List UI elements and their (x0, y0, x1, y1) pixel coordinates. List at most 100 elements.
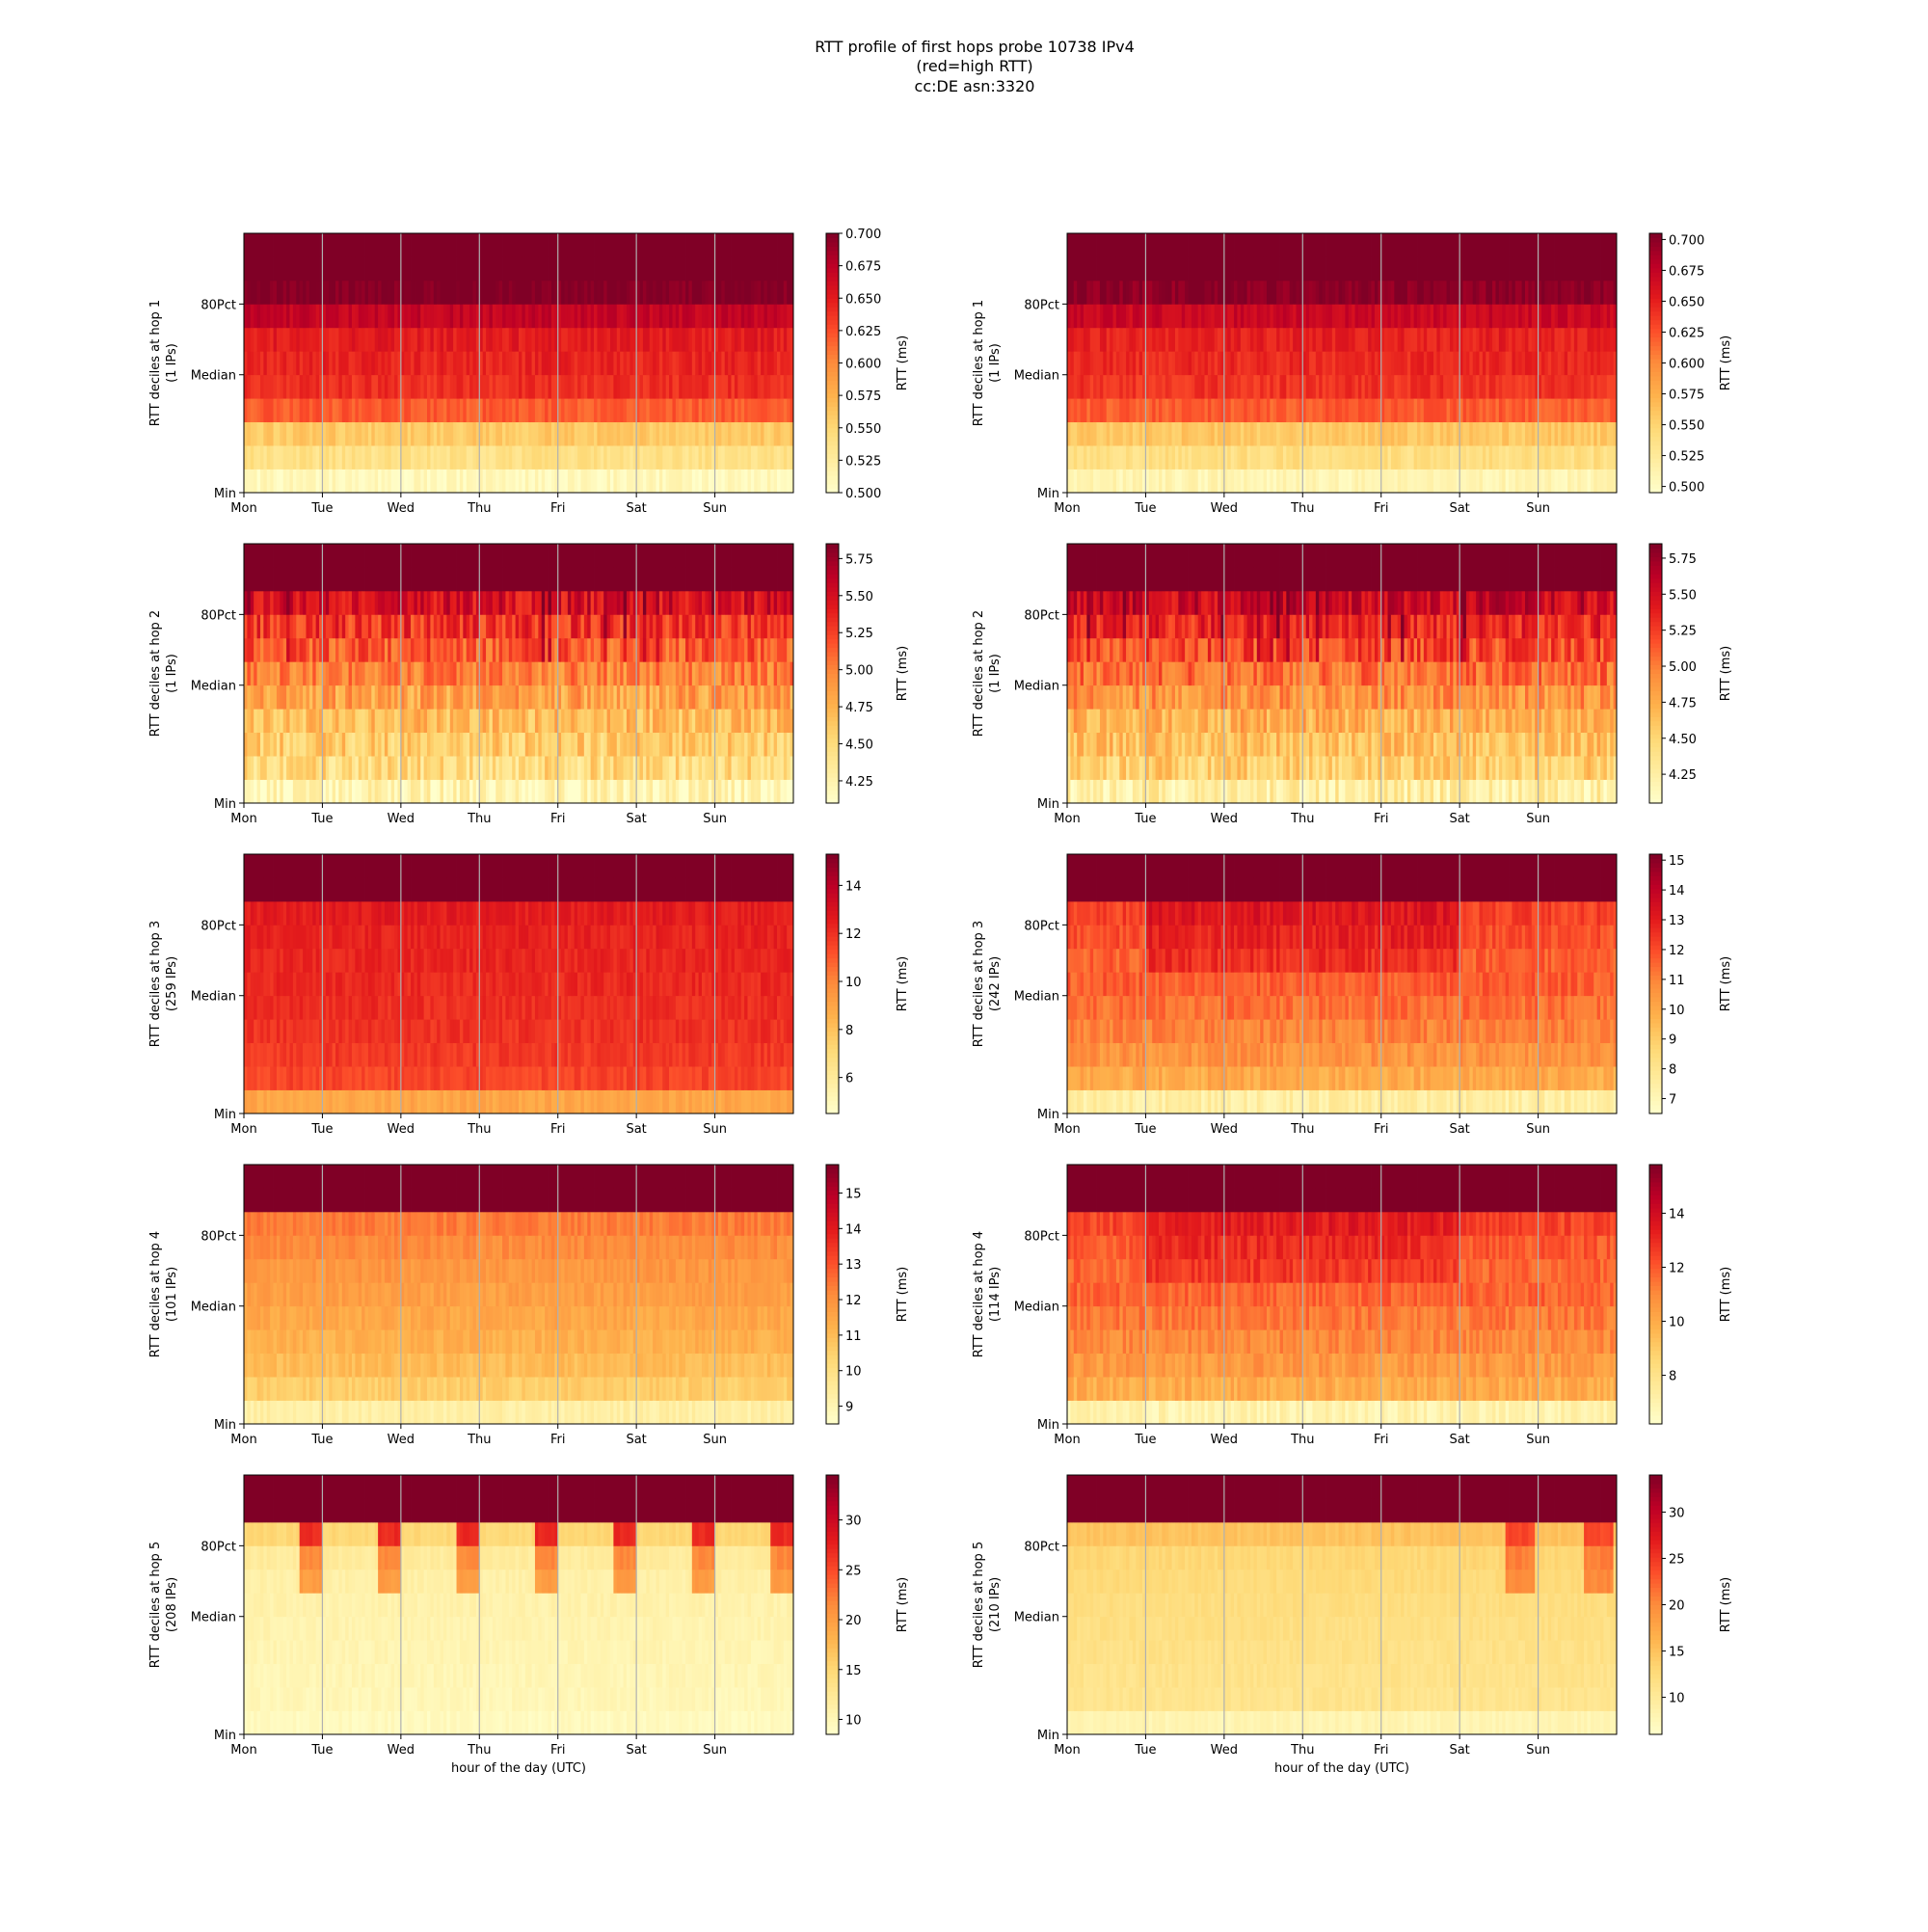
heatmap-cell (309, 709, 313, 733)
heatmap-cell (424, 544, 428, 568)
heatmap-cell (385, 445, 388, 470)
heatmap-cell (375, 661, 379, 685)
heatmap-cell (1133, 281, 1137, 305)
heatmap-cell (244, 304, 248, 328)
heatmap-cell (1447, 233, 1451, 257)
colorbar-segment (826, 298, 839, 303)
heatmap-cell (640, 351, 644, 375)
heatmap-cell (770, 256, 774, 281)
heatmap-cell (1480, 281, 1484, 305)
heatmap-cell (417, 422, 421, 446)
heatmap-cell (1172, 445, 1176, 470)
heatmap-cell (417, 304, 421, 328)
heatmap-cell (388, 544, 391, 568)
heatmap-cell (274, 544, 278, 568)
heatmap-cell (610, 351, 614, 375)
heatmap-cell (430, 733, 434, 757)
heatmap-cell (1090, 445, 1094, 470)
heatmap-cell (1342, 328, 1346, 352)
heatmap-cell (1515, 256, 1519, 281)
heatmap-cell (509, 780, 513, 804)
heatmap-cell (300, 661, 304, 685)
heatmap-cell (1352, 398, 1355, 422)
heatmap-cell (1424, 375, 1428, 399)
heatmap-cell (263, 661, 267, 685)
heatmap-cell (375, 709, 379, 733)
heatmap-cell (424, 638, 428, 662)
heatmap-cell (728, 328, 732, 352)
heatmap-cell (1264, 470, 1268, 494)
heatmap-cell (761, 256, 764, 281)
heatmap-cell (1355, 328, 1359, 352)
heatmap-cell (1561, 398, 1565, 422)
heatmap-cell (551, 281, 555, 305)
heatmap-cell (338, 544, 342, 568)
heatmap-cell (1541, 422, 1545, 446)
heatmap-cell (352, 756, 356, 780)
heatmap-cell (1433, 470, 1437, 494)
heatmap-cell (1264, 398, 1268, 422)
heatmap-cell (290, 685, 294, 710)
colorbar-tick-label: 0.575 (845, 389, 881, 404)
heatmap-cell (312, 328, 316, 352)
heatmap-cell (1384, 398, 1388, 422)
heatmap-cell (1420, 445, 1424, 470)
heatmap-cell (1067, 445, 1071, 470)
heatmap-cell (489, 544, 493, 568)
heatmap-cell (1587, 256, 1591, 281)
heatmap-cell (551, 756, 555, 780)
heatmap-cell (489, 591, 493, 615)
heatmap-cell (538, 445, 542, 470)
heatmap-cell (1149, 375, 1153, 399)
heatmap-cell (290, 780, 294, 804)
heatmap-cell (483, 733, 487, 757)
heatmap-cell (1469, 351, 1473, 375)
heatmap-cell (1198, 445, 1202, 470)
colorbar-segment (826, 246, 839, 251)
heatmap-cell (502, 567, 506, 591)
heatmap-cell (306, 709, 309, 733)
heatmap-cell (1250, 304, 1254, 328)
heatmap-cell (450, 614, 454, 638)
heatmap-cell (1407, 470, 1411, 494)
heatmap-cell (309, 328, 313, 352)
heatmap-cell (345, 756, 349, 780)
heatmap-cell (394, 638, 398, 662)
heatmap-cell (780, 445, 784, 470)
heatmap-cell (460, 398, 464, 422)
heatmap-cell (1401, 304, 1405, 328)
heatmap-cell (283, 614, 287, 638)
heatmap-cell (1574, 445, 1578, 470)
heatmap-cell (427, 281, 431, 305)
heatmap-cell (430, 328, 434, 352)
heatmap-cell (571, 256, 575, 281)
heatmap-cell (417, 351, 421, 375)
heatmap-cell (1129, 256, 1133, 281)
heatmap-cell (263, 351, 267, 375)
heatmap-cell (1607, 470, 1611, 494)
heatmap-cell (441, 544, 444, 568)
heatmap-cell (1227, 470, 1231, 494)
heatmap-cell (754, 256, 758, 281)
colorbar-segment (1649, 385, 1662, 389)
heatmap-cell (695, 233, 699, 257)
heatmap-cell (352, 709, 356, 733)
heatmap-cell (1509, 445, 1513, 470)
heatmap-cell (1480, 351, 1484, 375)
heatmap-cell (473, 375, 477, 399)
heatmap-cell (473, 661, 477, 685)
heatmap-cell (267, 733, 271, 757)
heatmap-cell (591, 233, 595, 257)
heatmap-cell (430, 375, 434, 399)
heatmap-cell (1123, 281, 1127, 305)
heatmap-cell (666, 328, 670, 352)
heatmap-cell (368, 422, 372, 446)
heatmap-cell (1323, 470, 1326, 494)
heatmap-cell (1129, 470, 1133, 494)
heatmap-cell (244, 398, 248, 422)
heatmap-cell (1522, 351, 1526, 375)
heatmap-cell (312, 281, 316, 305)
heatmap-cell (1136, 422, 1139, 446)
heatmap-cell (516, 351, 520, 375)
heatmap-cell (260, 661, 264, 685)
